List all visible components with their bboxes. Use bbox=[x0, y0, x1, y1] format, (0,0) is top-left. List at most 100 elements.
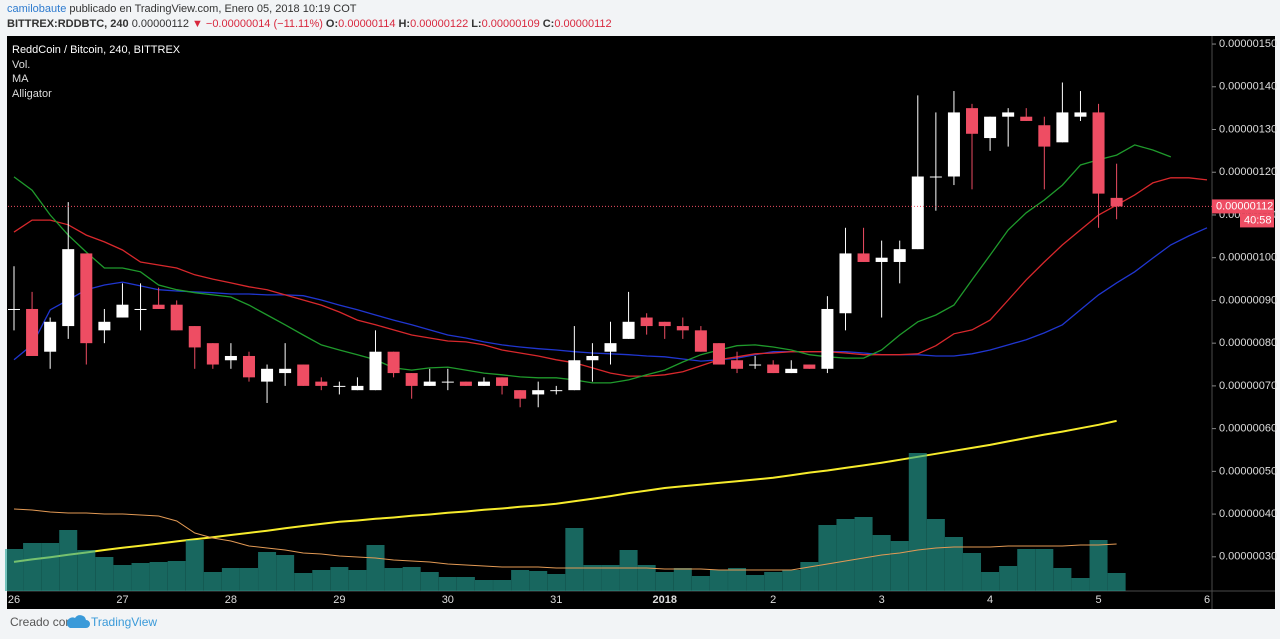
y-tick-label: 0.00000140 bbox=[1219, 81, 1277, 93]
y-tick-label: 0.00000070 bbox=[1219, 380, 1277, 392]
volume-bar bbox=[258, 552, 277, 591]
volume-bar bbox=[438, 577, 457, 591]
y-tick-label: 0.00000030 bbox=[1219, 551, 1277, 563]
y-tick-label: 0.00000080 bbox=[1219, 337, 1277, 349]
candle-body bbox=[242, 355, 255, 378]
candle-body bbox=[622, 321, 635, 339]
candle-body bbox=[279, 368, 292, 374]
candle-body bbox=[911, 176, 924, 250]
volume-bar bbox=[312, 570, 331, 591]
candle-body bbox=[477, 381, 490, 386]
candle-body bbox=[387, 351, 400, 374]
indicator-line bbox=[13, 177, 1208, 377]
volume-bar bbox=[493, 580, 512, 591]
candle-body bbox=[1056, 112, 1069, 143]
x-tick-label: 4 bbox=[987, 594, 993, 606]
candle-body bbox=[640, 317, 653, 327]
x-tick-label: 6 bbox=[1204, 594, 1210, 606]
candle-body bbox=[44, 321, 57, 352]
y-tick-label: 0.00000130 bbox=[1219, 123, 1277, 135]
y-tick-label: 0.00000120 bbox=[1219, 166, 1277, 178]
volume-bar bbox=[800, 562, 819, 591]
change: −0.00000014 (−11.11%) bbox=[205, 18, 323, 30]
volume-bar bbox=[944, 537, 963, 591]
volume-bar bbox=[276, 555, 295, 591]
volume-bar bbox=[999, 566, 1018, 591]
volume-bar bbox=[728, 568, 747, 591]
volume-bar bbox=[691, 576, 710, 591]
volume-bar bbox=[348, 570, 367, 591]
candle-body bbox=[98, 321, 111, 331]
volume-bar bbox=[23, 543, 42, 591]
x-tick-label: 27 bbox=[116, 594, 128, 606]
y-tick-label: 0.00000040 bbox=[1219, 508, 1277, 520]
ohlc-label: C: bbox=[542, 18, 555, 30]
y-tick-label: 0.00000100 bbox=[1219, 252, 1277, 264]
volume-bar bbox=[1053, 568, 1072, 591]
y-tick-label: 0.00000060 bbox=[1219, 423, 1277, 435]
ohlc-value: 0.00000122 bbox=[410, 18, 469, 30]
volume-bar bbox=[167, 561, 186, 591]
x-tick-label: 5 bbox=[1095, 594, 1101, 606]
volume-bar bbox=[384, 568, 403, 591]
volume-bar bbox=[565, 528, 584, 591]
volume-bar bbox=[818, 525, 837, 591]
candle-body bbox=[206, 343, 219, 365]
candle-body bbox=[514, 390, 527, 399]
footer-brand[interactable]: TradingView bbox=[91, 615, 157, 629]
candle-body bbox=[839, 253, 852, 314]
chart-title: ReddCoin / Bitcoin, 240, BITTREX bbox=[12, 44, 181, 56]
ohlc-value: 0.00000112 bbox=[554, 18, 612, 30]
volume-bar bbox=[239, 568, 258, 591]
x-tick-label: 3 bbox=[879, 594, 885, 606]
x-tick-label: 28 bbox=[225, 594, 237, 606]
x-tick-label: 30 bbox=[442, 594, 454, 606]
volume-bar bbox=[655, 572, 674, 591]
candle-body bbox=[1002, 112, 1015, 117]
candle-body bbox=[116, 304, 129, 318]
volume-bar bbox=[872, 535, 891, 591]
volume-bar bbox=[908, 453, 927, 591]
volume-bar bbox=[601, 565, 620, 591]
x-tick-label: 2 bbox=[770, 594, 776, 606]
countdown: 40:58 bbox=[1244, 214, 1272, 226]
y-tick-label: 0.00000090 bbox=[1219, 294, 1277, 306]
volume-bar bbox=[511, 570, 530, 591]
author[interactable]: camilobaute bbox=[7, 3, 67, 15]
volume-bar bbox=[149, 562, 168, 591]
candle-body bbox=[333, 385, 346, 387]
volume-bar bbox=[294, 573, 313, 591]
candle-body bbox=[966, 108, 979, 134]
candle-body bbox=[785, 368, 798, 374]
countdown-box bbox=[1240, 213, 1274, 228]
x-tick-label: 31 bbox=[550, 594, 562, 606]
volume-bar bbox=[981, 572, 1000, 591]
candle-body bbox=[658, 321, 671, 327]
candle-body bbox=[26, 308, 39, 356]
candle-body bbox=[369, 351, 382, 391]
volume-bar bbox=[1017, 549, 1036, 591]
candle-body bbox=[62, 249, 75, 327]
volume-bar bbox=[529, 571, 548, 591]
volume-bar bbox=[1107, 573, 1126, 591]
volume-bar bbox=[926, 519, 945, 591]
candle-body bbox=[550, 390, 563, 392]
candle-body bbox=[315, 381, 328, 386]
ohlc-value: 0.00000109 bbox=[481, 18, 540, 30]
candle-body bbox=[568, 360, 581, 391]
legend-alligator: Alligator bbox=[12, 88, 52, 100]
candle-body bbox=[893, 249, 906, 262]
volume-bar bbox=[1035, 549, 1054, 591]
volume-bar bbox=[583, 565, 602, 591]
arrow: ▼ bbox=[192, 18, 203, 30]
volume-bar bbox=[782, 570, 801, 591]
candle-body bbox=[1092, 112, 1105, 194]
volume-bar bbox=[221, 568, 240, 591]
candle-body bbox=[984, 116, 997, 139]
candle-body bbox=[875, 257, 888, 262]
candle-body bbox=[351, 385, 364, 391]
candle-body bbox=[929, 176, 942, 178]
symbol: BITTREX:RDDBTC, 240 bbox=[7, 18, 129, 30]
candle-body bbox=[152, 304, 165, 309]
